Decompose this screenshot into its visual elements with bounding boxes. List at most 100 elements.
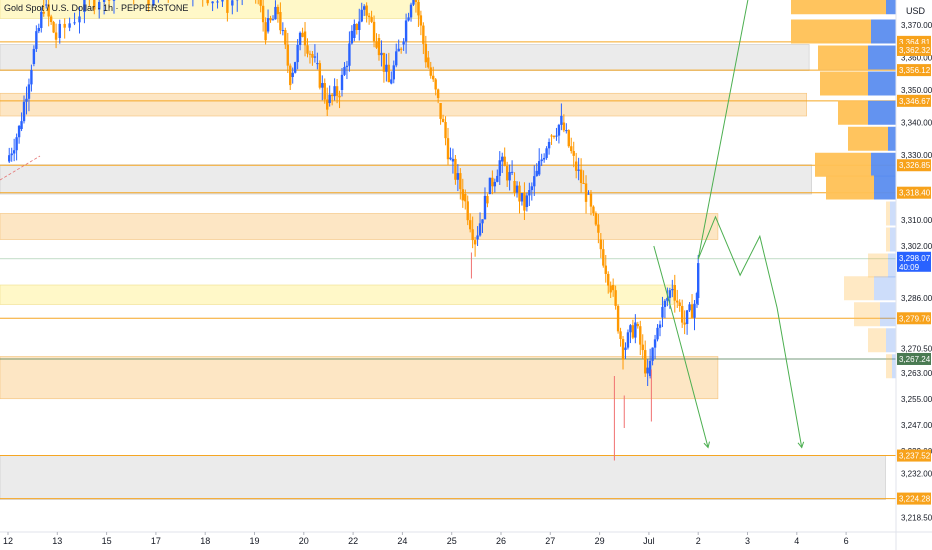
- candle-body: [604, 265, 607, 274]
- candle-body: [619, 331, 622, 339]
- volume-profile-orange: [886, 354, 892, 379]
- y-tick-label: 3,255.00: [901, 395, 932, 404]
- candle-body: [685, 310, 689, 324]
- candle-body: [338, 95, 341, 98]
- candle-body: [688, 304, 691, 311]
- price-label: 3,224.28: [899, 495, 931, 504]
- candle-body: [367, 15, 371, 18]
- candle-body: [404, 20, 408, 42]
- candle-body: [83, 0, 86, 12]
- candle-body: [353, 23, 356, 38]
- candle-body: [216, 1, 219, 3]
- candle-body: [25, 98, 28, 102]
- candle-body: [436, 89, 440, 98]
- candle-body: [395, 51, 398, 66]
- candle-body: [259, 0, 262, 6]
- candle-body: [40, 11, 43, 28]
- candle-body: [306, 45, 309, 54]
- candle-body: [311, 54, 314, 58]
- price-label-bg: [897, 64, 931, 77]
- y-tick-label: 3,232.00: [901, 470, 932, 479]
- candle-body: [471, 229, 474, 241]
- candle-body: [375, 41, 378, 48]
- candle-body: [592, 206, 595, 214]
- candle-body: [372, 21, 376, 42]
- candle-body: [629, 325, 632, 333]
- x-tick-label: 4: [794, 536, 799, 546]
- x-tick-label: 26: [496, 536, 506, 546]
- current-price-value: 3,298.07: [899, 254, 931, 263]
- x-tick-label: 13: [52, 536, 62, 546]
- candle-body: [348, 43, 351, 66]
- candle-body: [589, 193, 593, 207]
- candle-body: [572, 151, 575, 156]
- projection-path: [653, 245, 709, 448]
- candle-body: [570, 146, 573, 152]
- candle-body: [27, 84, 31, 99]
- candle-body: [112, 0, 116, 1]
- candle-body: [607, 273, 610, 286]
- zone-grey: [0, 44, 810, 71]
- candle-body: [505, 166, 509, 181]
- candle-body: [466, 201, 469, 221]
- zone-orange: [0, 213, 719, 240]
- candle-body: [528, 190, 531, 196]
- candle-body: [552, 136, 556, 138]
- volume-profile-blue: [890, 201, 896, 226]
- price-label-bg: [897, 186, 931, 199]
- candle-body: [503, 156, 506, 167]
- candle-body: [540, 159, 543, 162]
- volume-profile-orange: [868, 328, 886, 353]
- candle-body: [597, 224, 600, 233]
- volume-profile-orange: [838, 100, 868, 125]
- candle-body: [301, 32, 304, 37]
- y-tick-label: 3,218.50: [901, 513, 932, 522]
- x-tick-label: 3: [745, 536, 750, 546]
- price-label: 3,279.76: [899, 314, 931, 323]
- candle-body: [380, 52, 383, 56]
- plot-area: [0, 0, 896, 500]
- candle-body: [350, 30, 354, 44]
- candle-body: [407, 17, 410, 21]
- price-label: 3,237.52: [899, 452, 931, 461]
- price-label: 3,362.32: [899, 46, 931, 55]
- volume-profile-blue: [886, 328, 896, 353]
- candle-body: [313, 56, 317, 58]
- zone-orange: [0, 92, 807, 117]
- volume-profile-orange: [818, 45, 868, 70]
- candle-body: [47, 4, 50, 17]
- y-tick-label: 3,330.00: [901, 151, 932, 160]
- candle-body: [274, 6, 277, 20]
- candle-body: [326, 99, 329, 110]
- candle-body: [594, 213, 598, 225]
- candle-body: [501, 156, 504, 162]
- candle-body: [343, 67, 346, 75]
- candle-body: [697, 263, 700, 298]
- candle-body: [107, 0, 111, 1]
- candle-body: [560, 115, 563, 125]
- volume-profile-blue: [871, 19, 896, 44]
- price-label-bg: [897, 352, 931, 365]
- candle-body: [261, 5, 265, 23]
- candle-body: [422, 25, 425, 44]
- y-tick-label: 3,302.00: [901, 242, 932, 251]
- candle-body: [562, 122, 566, 131]
- candle-body: [286, 44, 289, 66]
- candle-body: [449, 157, 452, 160]
- price-label: 3,326.85: [899, 161, 931, 170]
- candle-body: [402, 41, 405, 45]
- candle-body: [37, 27, 41, 32]
- candle-body: [454, 158, 457, 180]
- price-label: 3,267.24: [899, 355, 931, 364]
- candle-body: [567, 130, 570, 147]
- candle-body: [496, 175, 499, 182]
- x-tick-label: 15: [102, 536, 112, 546]
- candle-body: [510, 171, 514, 173]
- candle-body: [695, 293, 699, 304]
- price-label-bg: [897, 94, 931, 107]
- x-tick-label: Jul: [643, 536, 655, 546]
- candle-body: [644, 350, 647, 374]
- candle-body: [345, 65, 349, 68]
- candle-body: [611, 285, 615, 291]
